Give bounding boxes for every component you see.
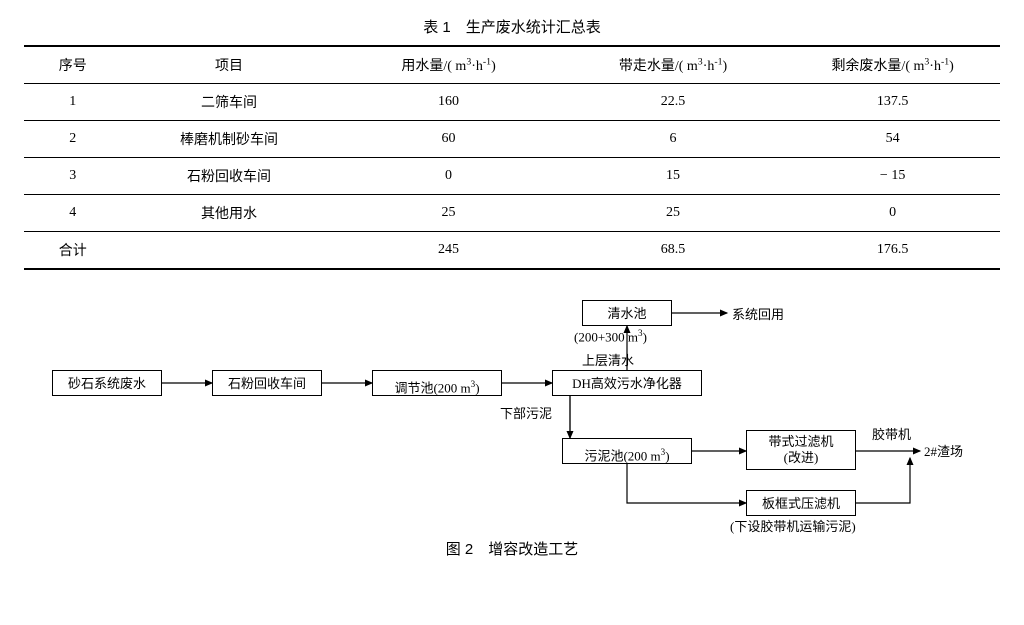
figure-caption: 图 2 增容改造工艺 [24,538,1000,559]
table-cell: 4 [24,195,122,232]
flow-node-n5: 污泥池(200 m3) [562,438,692,464]
table-header-cell: 项目 [122,46,337,84]
flow-node-n1: 石粉回收车间 [212,370,322,396]
flow-node-n2: 调节池(200 m3) [372,370,502,396]
table-row: 合计 24568.5176.5 [24,232,1000,270]
table-cell: 25 [561,195,785,232]
flow-label-l3: 系统回用 [732,304,784,323]
table-cell: 245 [336,232,560,270]
flow-label-l1: 上层清水 [582,350,634,369]
table-cell: 2 [24,121,122,158]
table-header-cell: 带走水量/( m3·h-1) [561,46,785,84]
flow-label-l2: 下部污泥 [500,403,552,422]
table-cell: 6 [561,121,785,158]
table-cell: 137.5 [785,84,1000,121]
table-cell: 其他用水 [122,195,337,232]
flow-node-n7: 板框式压滤机 [746,490,856,516]
table-cell: 68.5 [561,232,785,270]
table-cell: 合计 [24,232,122,270]
table-cell: 176.5 [785,232,1000,270]
table-cell: 22.5 [561,84,785,121]
flow-label-l0: (200+300 m3) [574,328,647,345]
table-row: 3石粉回收车间015− 15 [24,158,1000,195]
table-title: 表 1 生产废水统计汇总表 [24,16,1000,37]
flow-label-l6: (下设胶带机运输污泥) [730,516,856,535]
table-header-cell: 序号 [24,46,122,84]
wastewater-table: 序号项目用水量/( m3·h-1)带走水量/( m3·h-1)剩余废水量/( m… [24,45,1000,270]
flow-node-n6: 带式过滤机(改进) [746,430,856,470]
flowchart: 砂石系统废水 石粉回收车间 调节池(200 m3) DH高效污水净化器清水池污泥池(2… [52,298,972,528]
flow-node-n3: DH高效污水净化器 [552,370,702,396]
flow-node-n0: 砂石系统废水 [52,370,162,396]
table-cell: 二筛车间 [122,84,337,121]
table-row: 4其他用水25250 [24,195,1000,232]
table-cell: 60 [336,121,560,158]
table-header-cell: 剩余废水量/( m3·h-1) [785,46,1000,84]
table-cell: 15 [561,158,785,195]
table-cell: 0 [336,158,560,195]
table-cell: 3 [24,158,122,195]
table-cell: 棒磨机制砂车间 [122,121,337,158]
flow-label-l5: 2#渣场 [924,441,963,460]
table-cell [122,232,337,270]
flow-label-l4: 胶带机 [872,424,911,443]
table-cell: 石粉回收车间 [122,158,337,195]
table-cell: 0 [785,195,1000,232]
table-cell: 160 [336,84,560,121]
flow-node-n4: 清水池 [582,300,672,326]
table-cell: 25 [336,195,560,232]
table-cell: 54 [785,121,1000,158]
table-cell: 1 [24,84,122,121]
table-cell: − 15 [785,158,1000,195]
table-row: 2棒磨机制砂车间60654 [24,121,1000,158]
table-header-cell: 用水量/( m3·h-1) [336,46,560,84]
table-row: 1二筛车间16022.5137.5 [24,84,1000,121]
